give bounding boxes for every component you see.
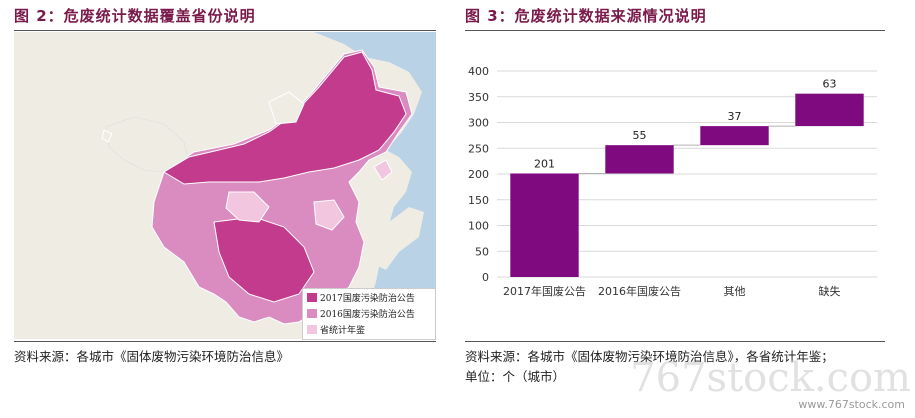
chart-y-ticks: 0 50 100 150 200 250 300 350 400 — [468, 65, 489, 284]
legend-item-2017: 2017国废污染防治公告 — [303, 290, 435, 305]
legend-item-yearbook: 省统计年鉴 — [303, 322, 435, 337]
y-tick-label: 100 — [468, 220, 489, 233]
x-tick-label: 缺失 — [819, 284, 841, 298]
statistical-yearbook-region-2 — [313, 199, 345, 231]
sea-area — [314, 32, 436, 339]
bar-value-label: 63 — [823, 78, 837, 91]
x-tick-label: 2016年国废公告 — [598, 284, 681, 298]
right-figure-title: 图 3：危废统计数据来源情况说明 — [465, 7, 707, 25]
north-region — [163, 51, 407, 185]
bar-value-label: 37 — [728, 110, 742, 123]
bar-1 — [605, 145, 674, 174]
legend-item-2016: 2016国废污染防治公告 — [303, 306, 435, 321]
chart-data-labels: 201 55 37 63 — [534, 78, 837, 171]
waterfall-chart: 201 55 37 63 0 50 100 150 200 250 300 350 400 2017年… — [468, 65, 877, 298]
liaoning-region — [373, 159, 393, 181]
right-figure-source-line1: 资料来源：各城市《固体废物污染环境防治信息》，各省统计年鉴； — [465, 349, 834, 364]
legend-swatch-2017 — [307, 293, 317, 302]
bar-0 — [510, 173, 579, 277]
watermark-url: www.767stock.com — [798, 398, 905, 411]
inner-mongolia-gap — [268, 91, 305, 125]
y-tick-label: 350 — [468, 91, 489, 104]
korea-japan-land — [369, 207, 424, 270]
y-tick-label: 50 — [475, 245, 489, 258]
left-title-rule — [14, 30, 436, 31]
x-tick-label: 2017年国废公告 — [503, 284, 586, 298]
xinjiang-gap — [101, 129, 113, 143]
legend-label-2017: 2017国废污染防治公告 — [320, 294, 415, 304]
statistical-yearbook-region-1 — [225, 191, 270, 223]
left-figure-title: 图 2：危废统计数据覆盖省份说明 — [14, 7, 256, 25]
chart-bars — [510, 93, 864, 277]
y-tick-label: 200 — [468, 168, 489, 181]
bar-value-label: 201 — [534, 157, 555, 170]
central-region — [213, 216, 315, 303]
legend-swatch-2016 — [307, 309, 317, 318]
bar-2 — [700, 126, 769, 146]
watermark: 767stock.com — [630, 355, 911, 401]
right-title-rule — [465, 30, 885, 31]
y-tick-label: 300 — [468, 117, 489, 130]
y-tick-label: 150 — [468, 194, 489, 207]
y-tick-label: 250 — [468, 142, 489, 155]
chart-x-ticks: 2017年国废公告 2016年国废公告 其他 缺失 — [503, 284, 841, 298]
left-source-rule — [14, 341, 436, 342]
legend-label-yearbook: 省统计年鉴 — [320, 326, 366, 336]
bar-value-label: 55 — [633, 129, 647, 142]
left-figure-source: 资料来源：各城市《固体废物污染环境防治信息》 — [14, 349, 290, 364]
x-tick-label: 其他 — [724, 285, 746, 298]
legend-swatch-yearbook — [307, 325, 317, 334]
y-tick-label: 400 — [468, 65, 489, 78]
right-source-rule — [465, 341, 885, 342]
bar-3 — [795, 93, 864, 127]
china-coverage-map — [14, 32, 436, 339]
legend-label-2016: 2016国废污染防治公告 — [320, 310, 415, 320]
y-tick-label: 0 — [482, 271, 489, 284]
right-figure-source-line2: 单位：个（城市） — [465, 369, 566, 384]
map-legend: 2017国废污染防治公告 2016国废污染防治公告 省统计年鉴 — [302, 288, 436, 340]
chart-connectors — [578, 125, 796, 174]
